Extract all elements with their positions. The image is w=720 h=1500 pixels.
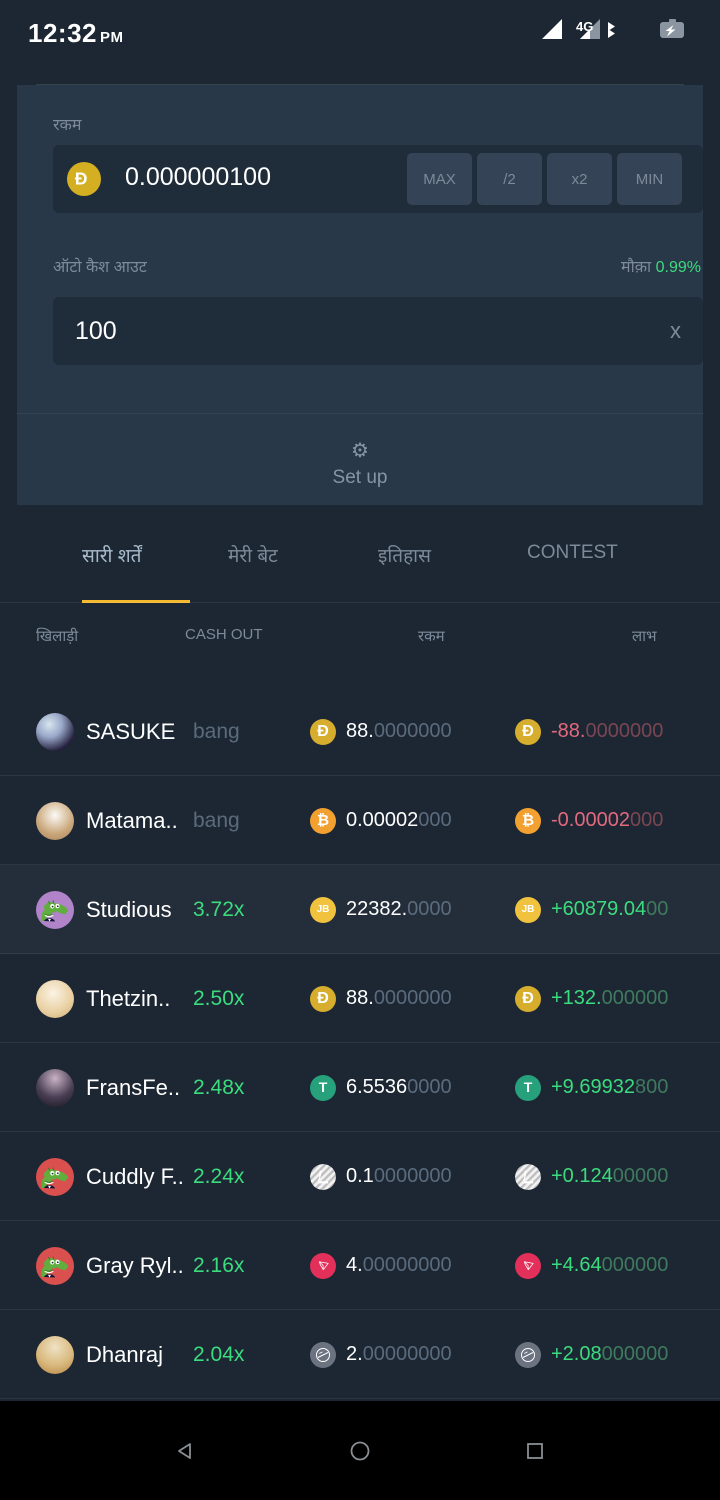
- svg-text:Đ: Đ: [75, 169, 88, 189]
